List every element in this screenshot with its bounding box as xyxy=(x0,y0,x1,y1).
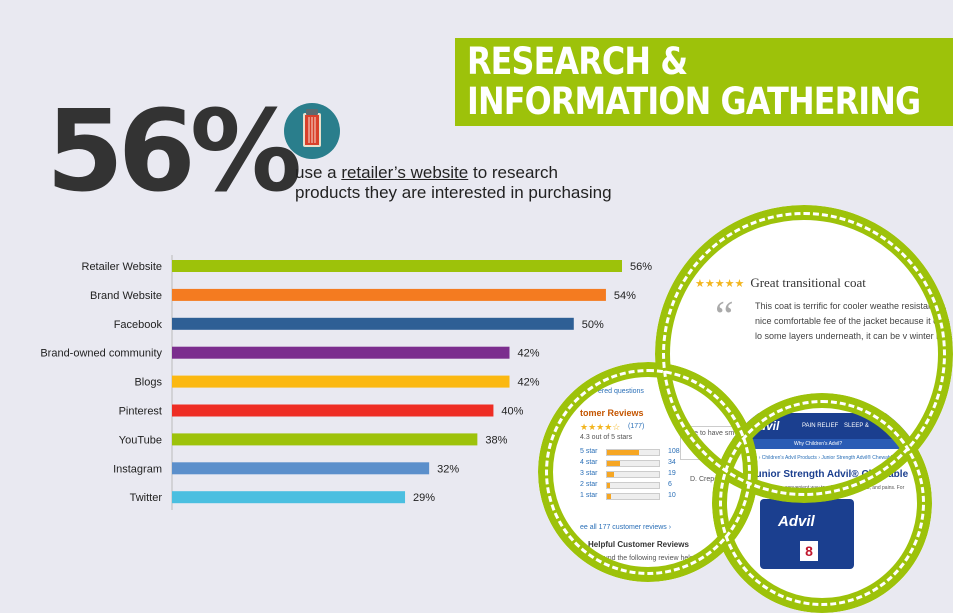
bar xyxy=(172,433,478,446)
category-label: Blogs xyxy=(134,377,162,389)
receipt-icon xyxy=(284,103,340,159)
category-label: Twitter xyxy=(130,492,163,504)
bar xyxy=(172,462,430,475)
bar xyxy=(172,317,574,330)
category-label: YouTube xyxy=(119,434,162,446)
value-label: 54% xyxy=(614,290,636,302)
bar xyxy=(172,288,606,301)
bar xyxy=(172,375,510,388)
bar xyxy=(172,491,406,504)
value-label: 32% xyxy=(437,463,459,475)
category-label: Retailer Website xyxy=(82,261,163,273)
value-label: 56% xyxy=(630,261,652,273)
headline-stat: 56% xyxy=(46,87,302,217)
page-title-line1: RESEARCH & xyxy=(467,40,688,83)
stat-desc-suffix: to research xyxy=(468,163,559,182)
circle-dashes xyxy=(719,400,925,606)
stat-description: use a retailer’s website to research pro… xyxy=(295,163,612,203)
category-label: Brand Website xyxy=(90,290,162,302)
title-banner: RESEARCH & INFORMATION GATHERING xyxy=(455,38,953,126)
value-label: 42% xyxy=(518,377,540,389)
value-label: 40% xyxy=(501,406,523,418)
category-label: Instagram xyxy=(113,463,162,475)
bar xyxy=(172,346,510,359)
bar-chart: Retailer Website 56% Brand Website 54% Faceb… xyxy=(40,255,652,510)
category-label: Brand-owned community xyxy=(40,348,162,360)
category-label: Facebook xyxy=(114,319,163,331)
retailer-website-link[interactable]: retailer’s website xyxy=(341,163,469,182)
category-label: Pinterest xyxy=(119,406,162,418)
value-label: 50% xyxy=(582,319,604,331)
stat-desc-prefix: use a xyxy=(295,163,342,182)
bar xyxy=(172,260,622,272)
value-label: 38% xyxy=(485,434,507,446)
page-title-line2: INFORMATION GATHERING xyxy=(467,80,921,123)
value-label: 29% xyxy=(413,492,435,504)
value-label: 42% xyxy=(518,348,540,360)
circle-dashes xyxy=(545,369,751,575)
bar xyxy=(172,404,494,417)
stat-desc-line2: products they are interested in purchasi… xyxy=(295,183,612,202)
